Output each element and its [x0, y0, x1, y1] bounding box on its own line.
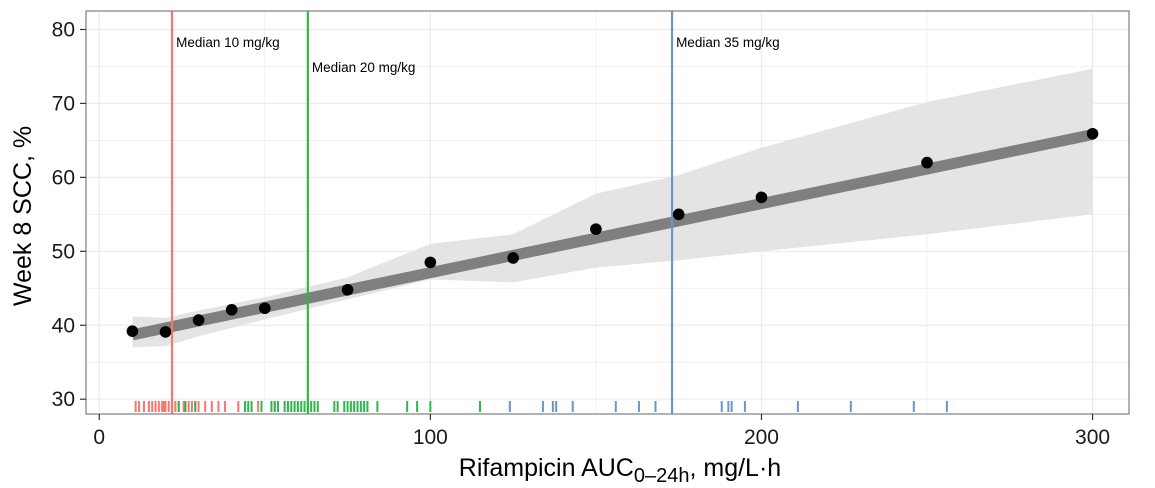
data-point-8 — [590, 223, 602, 235]
x-axis-title-subscript: 0–24h — [634, 465, 690, 487]
data-point-12 — [1086, 127, 1099, 140]
confidence-band-layer — [132, 68, 1093, 348]
data-point-11 — [921, 156, 933, 169]
x-tick-label-2: 200 — [744, 426, 779, 449]
data-point-4 — [259, 302, 271, 315]
x-axis-title-rest: , mg/L·h — [689, 454, 781, 482]
trend-line — [131, 129, 1094, 341]
median-lines-layer: Median 10 mg/kg Median 20 mg/kg Median 35 … — [170, 11, 780, 414]
data-point-9 — [672, 208, 685, 221]
x-axis-title-main: Rifampicin AUC — [459, 454, 634, 482]
median-label-1: Median 20 mg/kg — [312, 60, 416, 75]
y-tick-label-1: 40 — [52, 314, 75, 337]
trend-layer — [131, 129, 1094, 341]
points-layer — [126, 127, 1099, 338]
data-point-7 — [507, 252, 519, 264]
axes: 0 100 200 300 30 40 50 60 70 80 — [52, 18, 1110, 449]
panel-frame — [85, 10, 1130, 415]
panel-border — [85, 10, 1130, 415]
y-tick-label-3: 60 — [52, 166, 75, 189]
confidence-band — [132, 68, 1093, 348]
data-point-2 — [192, 314, 205, 326]
y-tick-label-5: 80 — [52, 18, 75, 41]
data-point-6 — [424, 256, 437, 269]
x-tick-label-1: 100 — [413, 426, 448, 449]
x-tick-label-0: 0 — [93, 426, 105, 449]
y-tick-label-4: 70 — [52, 92, 75, 115]
data-point-1 — [159, 326, 172, 338]
data-point-10 — [755, 191, 768, 204]
rug-layer — [134, 401, 948, 412]
x-tick-label-3: 300 — [1075, 426, 1110, 449]
data-point-3 — [225, 303, 238, 316]
median-label-2: Median 35 mg/kg — [676, 35, 780, 50]
y-axis-title: Week 8 SCC, % — [9, 126, 37, 306]
data-point-0 — [126, 325, 139, 337]
median-label-0: Median 10 mg/kg — [176, 35, 280, 50]
y-tick-label-2: 50 — [52, 240, 75, 263]
y-tick-label-0: 30 — [52, 388, 75, 411]
data-point-5 — [341, 283, 354, 296]
x-axis-title: Rifampicin AUC0–24h, mg/L·h — [459, 454, 781, 487]
